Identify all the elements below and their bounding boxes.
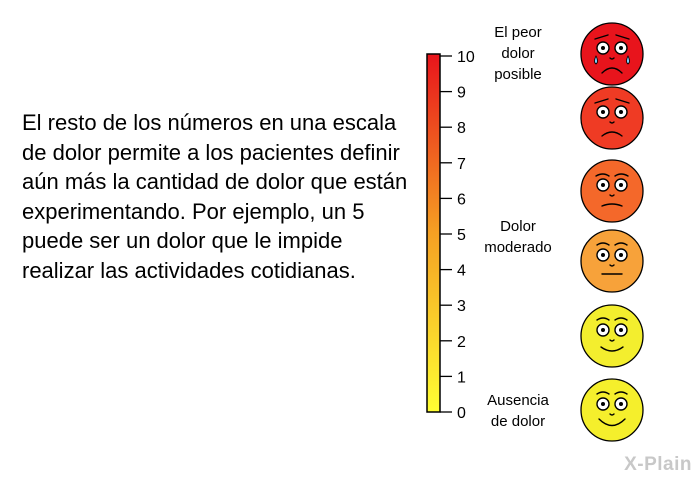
- label-worst-pain: El peor dolor posible: [494, 24, 542, 83]
- scale-tick-label: 7: [457, 156, 466, 173]
- label-moderate-pain: Dolor moderado: [484, 218, 552, 256]
- scale-tick-label: 1: [457, 369, 466, 386]
- scale-tick-label: 4: [457, 263, 466, 280]
- scale-tick-label: 6: [457, 191, 466, 208]
- moderate-face-icon: [580, 229, 644, 293]
- xplain-watermark: X-Plain: [624, 454, 692, 475]
- pain-faces: [580, 22, 644, 442]
- scale-tick-label: 9: [457, 85, 466, 102]
- scale-tick-label: 2: [457, 334, 466, 351]
- scale-tick-label: 0: [457, 405, 466, 422]
- severe-pain-face-icon: [580, 86, 644, 150]
- label-no-pain: Ausencia de dolor: [487, 392, 549, 430]
- moderate-severe-face-icon: [580, 159, 644, 223]
- scale-tick-label: 8: [457, 120, 466, 137]
- scale-tick-label: 3: [457, 298, 466, 315]
- worst-pain-face-icon: [580, 22, 644, 86]
- pain-scale-bar: [426, 53, 441, 413]
- mild-face-icon: [580, 304, 644, 368]
- scale-tick-label: 10: [457, 49, 475, 66]
- body-text: El resto de los números en una escala de…: [22, 110, 408, 283]
- pain-scale-ticks: 0 1 2 3 4 5 6 7 8 9 10: [440, 49, 475, 422]
- scale-tick-label: 5: [457, 227, 466, 244]
- no-pain-face-icon: [580, 378, 644, 442]
